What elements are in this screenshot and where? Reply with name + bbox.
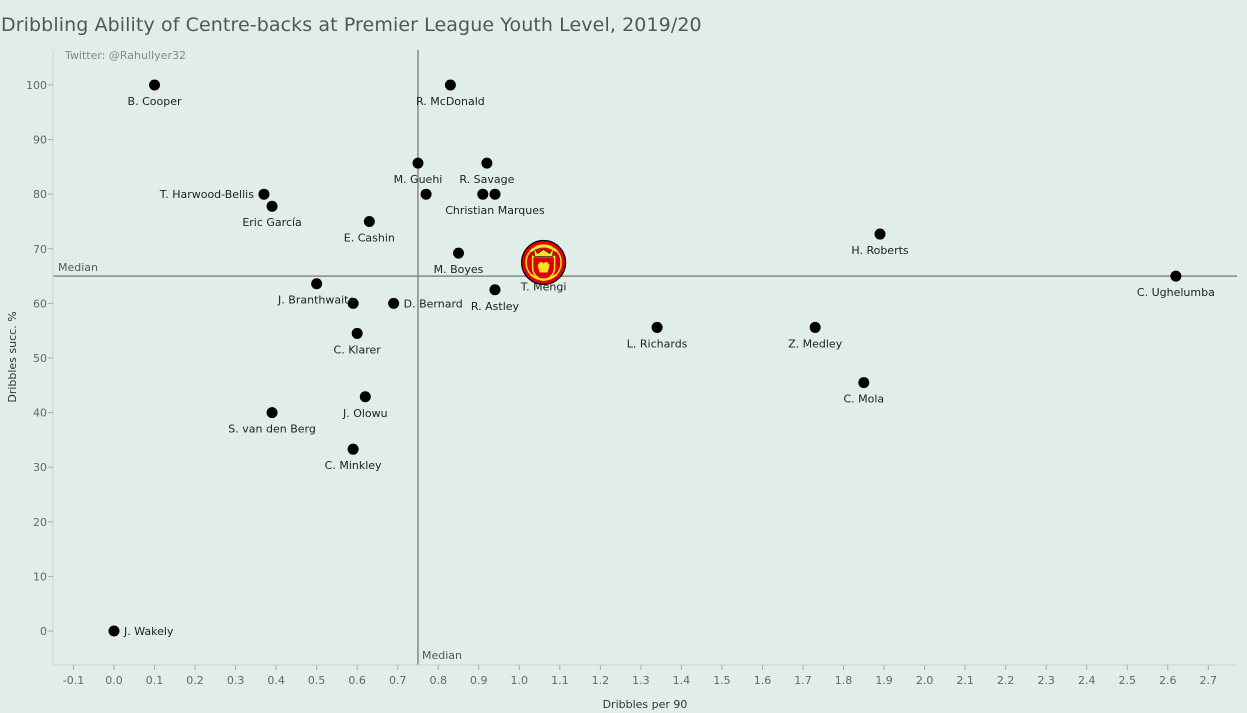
x-tick-label: 1.0 xyxy=(511,674,529,687)
point-label: Z. Medley xyxy=(788,337,843,350)
point-label: J. Branthwaite xyxy=(277,294,355,307)
data-point xyxy=(809,321,821,333)
y-axis-title: Dribbles succ. % xyxy=(6,311,19,402)
x-tick-label: 1.6 xyxy=(754,674,772,687)
x-tick-label: 1.9 xyxy=(875,674,893,687)
x-tick-label: 1.7 xyxy=(794,674,812,687)
median-label-y: Median xyxy=(58,261,98,274)
x-tick-label: 0.5 xyxy=(308,674,326,687)
x-tick-label: 1.2 xyxy=(592,674,610,687)
x-tick-label: 0.3 xyxy=(227,674,245,687)
median-label-x-bg xyxy=(419,649,466,663)
point-label: D. Bernard xyxy=(404,297,463,310)
x-tick-label: 2.0 xyxy=(916,674,934,687)
y-tick-label: 80 xyxy=(33,188,47,201)
x-tick-label: 1.5 xyxy=(713,674,731,687)
x-tick-label: 0.7 xyxy=(389,674,407,687)
median-label-x: Median xyxy=(422,649,462,662)
point-label: T. Harwood-Bellis xyxy=(159,188,254,201)
x-tick-label: 2.1 xyxy=(956,674,974,687)
data-point xyxy=(359,391,371,403)
x-tick-label: 0.0 xyxy=(105,674,123,687)
x-tick-label: 1.3 xyxy=(632,674,650,687)
x-tick-label: 0.4 xyxy=(267,674,285,687)
point-label: C. Ughelumba xyxy=(1137,286,1215,299)
x-tick-label: 0.6 xyxy=(348,674,366,687)
data-point xyxy=(266,200,278,212)
point-label: C. Minkley xyxy=(325,459,382,472)
point-label: J. Olowu xyxy=(342,407,388,420)
data-point xyxy=(363,216,375,227)
data-point xyxy=(477,188,489,200)
x-tick-label: 2.4 xyxy=(1078,674,1096,687)
x-tick-label: 0.1 xyxy=(146,674,164,687)
data-point xyxy=(347,443,359,455)
point-label: C. Mola xyxy=(843,393,884,406)
data-point xyxy=(311,278,323,290)
data-point xyxy=(108,625,120,637)
data-point xyxy=(351,327,363,339)
x-tick-label: 2.7 xyxy=(1200,674,1218,687)
point-label: L. Richards xyxy=(627,337,688,350)
point-label: C. Klarer xyxy=(334,343,382,356)
chart-title: Dribbling Ability of Centre-backs at Pre… xyxy=(1,14,702,36)
y-tick-label: 90 xyxy=(33,134,47,147)
x-tick-label: 1.8 xyxy=(835,674,853,687)
median-label-y-bg xyxy=(55,260,101,275)
data-point xyxy=(347,297,359,309)
x-tick-label: 2.6 xyxy=(1159,674,1177,687)
data-point xyxy=(444,79,456,91)
point-label: Christian Marques xyxy=(445,204,545,217)
data-point xyxy=(651,321,663,333)
y-tick-label: 40 xyxy=(33,407,47,420)
point-label: S. van den Berg xyxy=(228,423,316,436)
data-point xyxy=(481,157,493,169)
y-tick-label: 0 xyxy=(40,625,47,638)
x-tick-label: 2.5 xyxy=(1119,674,1137,687)
data-point xyxy=(258,188,270,200)
x-tick-label: 1.4 xyxy=(673,674,691,687)
point-label: T. Mengi xyxy=(520,280,567,293)
manchester-united-crest-icon xyxy=(521,239,567,286)
data-point xyxy=(489,188,501,200)
data-point xyxy=(149,79,161,91)
y-tick-label: 20 xyxy=(33,516,47,529)
data-point xyxy=(1170,270,1182,282)
x-tick-label: -0.1 xyxy=(63,674,84,687)
point-label: Eric García xyxy=(242,216,301,229)
point-label: J. Wakely xyxy=(123,625,174,638)
point-label: R. Astley xyxy=(471,300,520,313)
x-tick-label: 1.1 xyxy=(551,674,569,687)
x-tick-label: 2.3 xyxy=(1037,674,1055,687)
x-tick-label: 0.2 xyxy=(186,674,204,687)
point-label: M. Boyes xyxy=(434,263,484,276)
data-point xyxy=(858,377,870,389)
data-point xyxy=(453,247,465,259)
data-point xyxy=(489,284,501,296)
data-point xyxy=(420,188,432,200)
point-label: R. Savage xyxy=(459,173,514,186)
y-tick-label: 70 xyxy=(33,243,47,256)
point-label: H. Roberts xyxy=(851,244,909,257)
x-tick-label: 0.8 xyxy=(429,674,447,687)
x-axis-title: Dribbles per 90 xyxy=(603,698,688,711)
point-label: E. Cashin xyxy=(344,232,395,245)
point-label: B. Cooper xyxy=(128,95,182,108)
y-tick-label: 50 xyxy=(33,352,47,365)
point-label: R. McDonald xyxy=(416,95,485,108)
data-point xyxy=(874,228,886,240)
data-point xyxy=(412,157,424,169)
data-point xyxy=(266,407,278,419)
data-point xyxy=(388,297,400,309)
y-tick-label: 10 xyxy=(33,570,47,583)
credit-text: Twitter: @RahulIyer32 xyxy=(64,49,186,62)
y-tick-label: 100 xyxy=(26,79,47,92)
y-tick-label: 60 xyxy=(33,297,47,310)
y-tick-label: 30 xyxy=(33,461,47,474)
x-tick-label: 2.2 xyxy=(997,674,1015,687)
point-label: M. Guehi xyxy=(394,173,443,186)
x-tick-label: 0.9 xyxy=(470,674,488,687)
